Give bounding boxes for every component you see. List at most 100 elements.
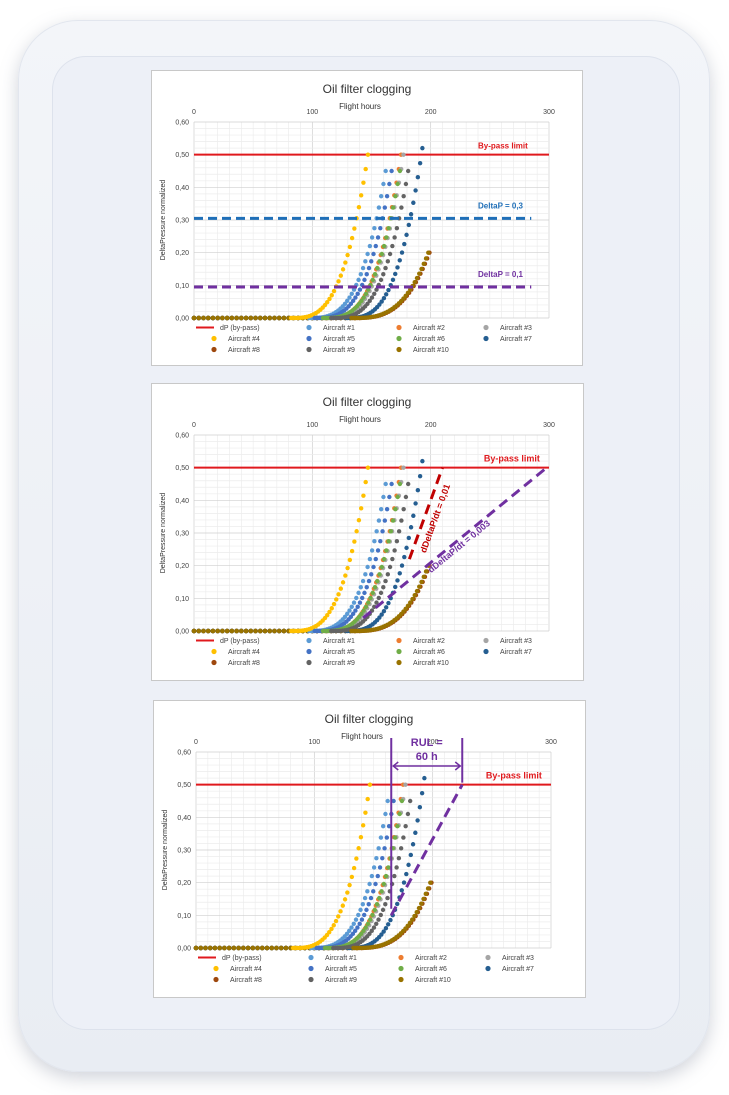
- data-point: [403, 494, 409, 500]
- data-point: [401, 465, 406, 470]
- chart-panel-3: Oil filter clogging Flight hours 0 100 200 30…: [153, 700, 586, 998]
- data-point: [413, 830, 418, 835]
- data-point: [366, 578, 372, 584]
- legend-swatch: [211, 659, 217, 666]
- data-point: [399, 888, 404, 893]
- x-axis-label: Flight hours: [339, 102, 381, 111]
- x-axis-label: Flight hours: [341, 732, 383, 741]
- chart-2: Oil filter clogging Flight hours 0 100 200 30…: [160, 395, 555, 667]
- x-tick-label: 200: [427, 739, 439, 746]
- data-point: [410, 596, 415, 602]
- trend-line: [362, 466, 548, 620]
- data-point: [360, 823, 366, 828]
- legend-label: Aircraft #7: [502, 966, 534, 973]
- rul-arrow-head-left: [392, 761, 399, 771]
- legend-swatch: [213, 965, 219, 972]
- trend-label: dDeltaP/dt = 0,01: [418, 483, 452, 554]
- data-point: [381, 494, 386, 500]
- y-tick-label: 0,10: [175, 283, 189, 290]
- legend-label: Aircraft #8: [228, 347, 260, 354]
- data-point: [367, 556, 373, 562]
- data-point: [355, 604, 360, 609]
- legend-swatch: [483, 324, 489, 331]
- data-point: [377, 302, 382, 307]
- data-point: [378, 277, 384, 283]
- legend-swatch: [398, 965, 404, 972]
- data-point: [224, 315, 230, 321]
- data-point: [329, 293, 334, 298]
- data-point: [357, 287, 363, 292]
- legend-label: Aircraft #1: [325, 955, 357, 962]
- legend-label: Aircraft #6: [413, 336, 445, 343]
- x-tick-label: 100: [306, 422, 318, 429]
- data-point: [381, 929, 386, 934]
- data-point: [368, 595, 373, 601]
- data-point: [229, 315, 235, 321]
- data-point: [356, 277, 361, 283]
- data-point: [347, 608, 352, 613]
- data-point: [385, 922, 391, 927]
- data-point: [353, 608, 358, 613]
- data-point: [395, 823, 400, 829]
- y-tick-label: 0,40: [175, 498, 189, 505]
- data-point: [417, 271, 422, 276]
- data-point: [352, 928, 358, 934]
- data-point: [217, 945, 222, 951]
- data-point: [406, 535, 412, 541]
- data-point: [239, 628, 244, 634]
- data-point: [421, 261, 426, 267]
- data-point: [414, 910, 419, 915]
- data-point: [255, 945, 260, 951]
- data-point: [358, 907, 363, 913]
- data-point: [365, 796, 370, 802]
- data-point: [420, 458, 425, 464]
- data-point: [347, 295, 352, 300]
- x-tick-label: 300: [545, 739, 557, 746]
- data-point: [362, 590, 367, 596]
- y-tick-label: 0,30: [175, 218, 189, 225]
- data-point: [363, 166, 368, 172]
- data-point: [408, 525, 414, 530]
- data-point: [372, 272, 378, 277]
- y-tick-label: 0,50: [175, 152, 189, 159]
- legend-swatch: [211, 335, 217, 342]
- data-point: [349, 925, 354, 930]
- data-point: [342, 897, 348, 902]
- x-tick-label: 300: [543, 422, 555, 429]
- data-point: [336, 914, 341, 919]
- data-point: [248, 628, 254, 634]
- data-point: [362, 895, 368, 901]
- data-point: [403, 181, 409, 187]
- data-point: [419, 266, 424, 272]
- data-point: [405, 923, 410, 929]
- data-point: [372, 604, 377, 609]
- data-point: [383, 811, 388, 817]
- data-point: [403, 782, 408, 787]
- data-point: [405, 811, 411, 817]
- data-point: [239, 315, 244, 321]
- data-point: [412, 593, 417, 598]
- data-point: [374, 856, 379, 861]
- data-point: [196, 315, 202, 321]
- data-point: [383, 605, 389, 610]
- data-point: [363, 604, 369, 609]
- y-tick-label: 0,20: [177, 880, 191, 887]
- data-point: [355, 291, 360, 296]
- data-point: [376, 917, 381, 922]
- y-axis-label: DeltaPressure normalized: [162, 810, 169, 891]
- data-point: [421, 896, 426, 902]
- legend-swatch: [308, 965, 314, 972]
- data-point: [272, 315, 277, 321]
- data-point: [384, 506, 390, 512]
- data-point: [365, 152, 371, 157]
- data-point: [370, 912, 375, 918]
- data-point: [361, 928, 366, 934]
- legend-swatch: [483, 648, 489, 655]
- x-tick-label: 0: [192, 109, 196, 116]
- data-point: [390, 277, 396, 283]
- data-point: [394, 539, 400, 544]
- chart-title: Oil filter clogging: [325, 712, 414, 726]
- x-tick-label: 100: [308, 739, 320, 746]
- data-point: [372, 585, 378, 590]
- data-point: [350, 298, 356, 304]
